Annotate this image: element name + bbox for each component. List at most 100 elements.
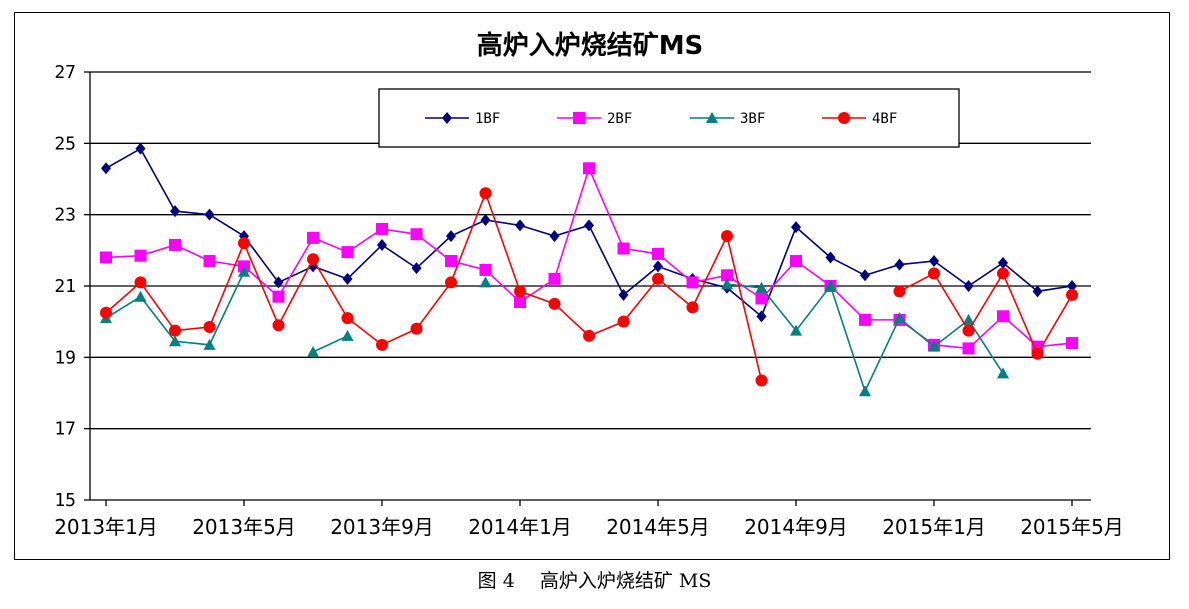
legend-marker-4BF: [838, 112, 850, 124]
data-point-4BF: [893, 285, 906, 298]
data-point-3BF: [341, 329, 354, 341]
data-point-2BF: [859, 313, 871, 326]
data-point-1BF: [411, 262, 422, 275]
data-point-3BF: [721, 278, 733, 290]
y-tick-label: 15: [54, 490, 76, 511]
x-tick-label: 2014年1月: [468, 515, 572, 539]
data-point-1BF: [618, 288, 629, 301]
data-point-2BF: [962, 342, 975, 355]
data-point-1BF: [584, 219, 594, 232]
data-point-2BF: [341, 246, 354, 259]
data-point-4BF: [100, 306, 112, 319]
x-tick-label: 2014年9月: [744, 515, 848, 539]
data-point-3BF: [203, 338, 216, 350]
data-point-4BF: [134, 276, 147, 289]
data-point-4BF: [617, 315, 630, 328]
data-point-4BF: [548, 297, 561, 310]
x-tick-label: 2014年5月: [606, 515, 710, 539]
data-point-1BF: [998, 256, 1008, 269]
data-point-4BF: [1066, 288, 1078, 301]
data-point-1BF: [1032, 285, 1043, 298]
data-point-3BF: [307, 345, 319, 357]
data-point-4BF: [203, 321, 216, 334]
x-tick-label: 2015年5月: [1020, 515, 1124, 539]
legend-marker-2BF: [573, 112, 585, 124]
data-point-2BF: [617, 242, 630, 255]
chart-title: 高炉入炉烧结矿MS: [477, 30, 704, 61]
data-point-3BF: [859, 385, 871, 397]
x-tick-label: 2013年1月: [54, 515, 158, 539]
data-point-2BF: [307, 231, 319, 244]
data-point-3BF: [238, 265, 250, 277]
data-point-2BF: [755, 292, 768, 305]
data-point-1BF: [653, 260, 663, 273]
data-point-2BF: [272, 290, 285, 303]
y-tick-label: 23: [54, 205, 76, 226]
x-tick-label: 2013年5月: [192, 515, 296, 539]
data-point-1BF: [204, 208, 215, 221]
series-1BF: [101, 142, 1077, 323]
data-point-1BF: [101, 162, 111, 175]
x-tick-label: 2013年9月: [330, 515, 434, 539]
data-point-1BF: [515, 219, 525, 232]
data-point-4BF: [652, 272, 664, 285]
data-point-2BF: [445, 255, 457, 268]
legend-marker-1BF: [442, 112, 452, 124]
data-point-1BF: [135, 142, 146, 155]
data-point-1BF: [377, 238, 387, 251]
data-point-2BF: [100, 251, 112, 264]
data-point-1BF: [446, 230, 456, 243]
data-point-1BF: [825, 251, 836, 264]
legend-label-2BF: 2BF: [607, 111, 632, 127]
data-point-2BF: [410, 228, 423, 241]
data-point-2BF: [548, 272, 561, 285]
data-point-2BF: [479, 263, 492, 276]
data-point-4BF: [341, 312, 354, 325]
data-point-1BF: [480, 214, 491, 227]
data-point-4BF: [272, 319, 285, 332]
data-point-1BF: [1067, 280, 1077, 292]
data-point-4BF: [445, 276, 457, 289]
series-line-3BF: [312, 335, 348, 353]
data-point-2BF: [686, 276, 699, 289]
data-point-2BF: [997, 310, 1009, 323]
x-tick-label: 2015年1月: [882, 515, 986, 539]
data-point-3BF: [169, 335, 181, 347]
series-3BF: [100, 265, 1009, 397]
data-point-2BF: [1066, 337, 1078, 350]
legend-label-1BF: 1BF: [475, 111, 500, 127]
data-point-3BF: [962, 313, 975, 325]
data-point-3BF: [755, 281, 768, 293]
data-point-4BF: [410, 322, 423, 335]
data-point-4BF: [238, 237, 250, 250]
data-point-2BF: [376, 222, 388, 235]
data-point-1BF: [342, 272, 353, 285]
legend-label-3BF: 3BF: [740, 111, 765, 127]
data-point-2BF: [514, 296, 526, 309]
data-point-4BF: [997, 267, 1009, 280]
data-point-3BF: [790, 324, 802, 336]
data-point-2BF: [134, 249, 147, 262]
figure-caption: 图 4 高炉入炉烧结矿 MS: [477, 570, 712, 592]
series-4BF: [100, 187, 1078, 387]
data-point-4BF: [962, 324, 975, 337]
data-point-3BF: [824, 280, 837, 291]
legend-marker-3BF: [706, 112, 718, 123]
data-point-1BF: [273, 276, 284, 289]
data-point-3BF: [928, 340, 940, 352]
chart: 高炉入炉烧结矿MS 15 17 19 21 23 25 27 2013年1月 2013年5月 20…: [54, 30, 1124, 539]
data-point-4BF: [583, 329, 595, 342]
data-point-1BF: [894, 258, 905, 271]
series-line-4BF: [899, 271, 1073, 356]
data-point-2BF: [790, 255, 802, 268]
data-point-1BF: [791, 221, 801, 234]
data-point-2BF: [652, 247, 664, 260]
data-point-4BF: [928, 267, 940, 280]
data-point-4BF: [479, 187, 492, 200]
data-point-4BF: [755, 374, 768, 387]
y-tick-label: 21: [54, 276, 76, 297]
data-point-2BF: [203, 255, 216, 268]
data-point-4BF: [514, 285, 526, 298]
data-point-1BF: [756, 310, 767, 323]
data-point-4BF: [1031, 347, 1044, 360]
